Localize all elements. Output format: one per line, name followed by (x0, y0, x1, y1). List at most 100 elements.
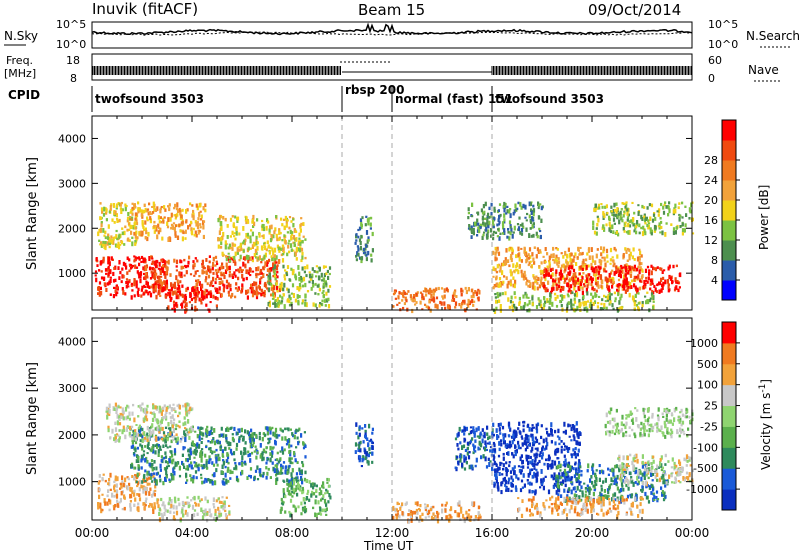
data-cell (314, 282, 317, 286)
data-cell (143, 268, 146, 272)
data-cell (274, 302, 277, 308)
data-cell (366, 459, 369, 464)
data-cell (514, 444, 517, 449)
data-cell (575, 468, 578, 472)
data-cell (200, 507, 203, 512)
data-cell (585, 258, 588, 262)
data-cell (625, 249, 628, 254)
data-cell (506, 205, 509, 208)
data-cell (570, 289, 573, 295)
data-cell (289, 303, 292, 307)
data-cell (586, 291, 589, 296)
data-cell (282, 251, 286, 254)
data-cell (158, 431, 161, 434)
data-cell (152, 273, 156, 278)
data-cell (165, 475, 168, 479)
data-cell (275, 261, 278, 264)
data-cell (157, 275, 160, 280)
data-cell (297, 265, 300, 270)
data-cell (166, 294, 169, 297)
data-cell (197, 279, 200, 284)
data-cell (177, 282, 180, 287)
data-cell (475, 457, 478, 463)
data-cell (150, 459, 154, 463)
data-cell (118, 429, 121, 432)
data-cell (156, 446, 159, 449)
data-cell (208, 308, 211, 313)
data-cell (508, 464, 511, 468)
data-cell (541, 282, 544, 286)
data-cell (599, 307, 602, 311)
data-cell (467, 298, 470, 304)
data-cell (515, 487, 518, 492)
data-cell (146, 473, 149, 478)
data-cell (537, 297, 540, 301)
data-cell (253, 281, 256, 287)
data-cell (99, 202, 102, 205)
data-cell (405, 292, 408, 295)
data-cell (159, 408, 162, 413)
data-cell (139, 271, 143, 276)
data-cell (511, 247, 514, 252)
data-cell (548, 307, 551, 310)
data-cell (516, 262, 519, 267)
data-cell (640, 262, 643, 266)
data-cell (639, 266, 642, 271)
data-cell (176, 279, 179, 284)
data-cell (272, 290, 275, 293)
data-cell (493, 209, 496, 213)
data-cell (114, 434, 117, 437)
data-cell (282, 264, 285, 269)
data-cell (208, 459, 211, 464)
data-cell (169, 217, 172, 222)
data-cell (248, 474, 251, 477)
data-cell (135, 480, 138, 484)
data-cell (566, 262, 569, 268)
data-cell (637, 211, 640, 216)
data-cell (212, 256, 215, 262)
data-cell (114, 478, 117, 482)
data-cell (293, 228, 296, 233)
data-cell (648, 222, 651, 225)
data-cell (575, 421, 578, 426)
data-cell (280, 217, 283, 221)
data-cell (199, 450, 202, 454)
data-cell (131, 436, 134, 441)
data-cell (114, 278, 117, 282)
data-cell (576, 256, 579, 259)
data-cell (162, 502, 165, 506)
data-cell (613, 262, 616, 266)
data-cell (229, 469, 232, 475)
data-cell (155, 444, 158, 447)
data-cell (521, 442, 524, 447)
data-cell (463, 432, 466, 436)
data-cell (165, 407, 168, 412)
data-cell (419, 504, 422, 508)
data-cell (170, 288, 173, 292)
data-cell (287, 484, 291, 488)
data-cell (463, 299, 466, 304)
data-cell (499, 461, 502, 467)
data-cell (153, 277, 157, 281)
data-cell (574, 447, 577, 451)
data-cell (623, 284, 626, 289)
data-cell (525, 227, 528, 232)
data-cell (224, 513, 228, 517)
data-cell (122, 425, 125, 430)
data-cell (605, 295, 608, 299)
data-cell (556, 451, 559, 454)
data-cell (198, 291, 201, 294)
data-cell (180, 271, 183, 277)
data-cell (564, 463, 567, 468)
data-cell (130, 284, 133, 287)
data-cell (147, 437, 150, 440)
data-cell (166, 509, 169, 513)
data-cell (268, 426, 271, 431)
data-cell (403, 291, 407, 296)
data-cell (615, 202, 618, 206)
data-cell (289, 493, 292, 496)
data-cell (164, 436, 167, 440)
data-cell (539, 234, 542, 240)
data-cell (185, 209, 188, 214)
freq-tick-top: 18 (66, 54, 80, 67)
